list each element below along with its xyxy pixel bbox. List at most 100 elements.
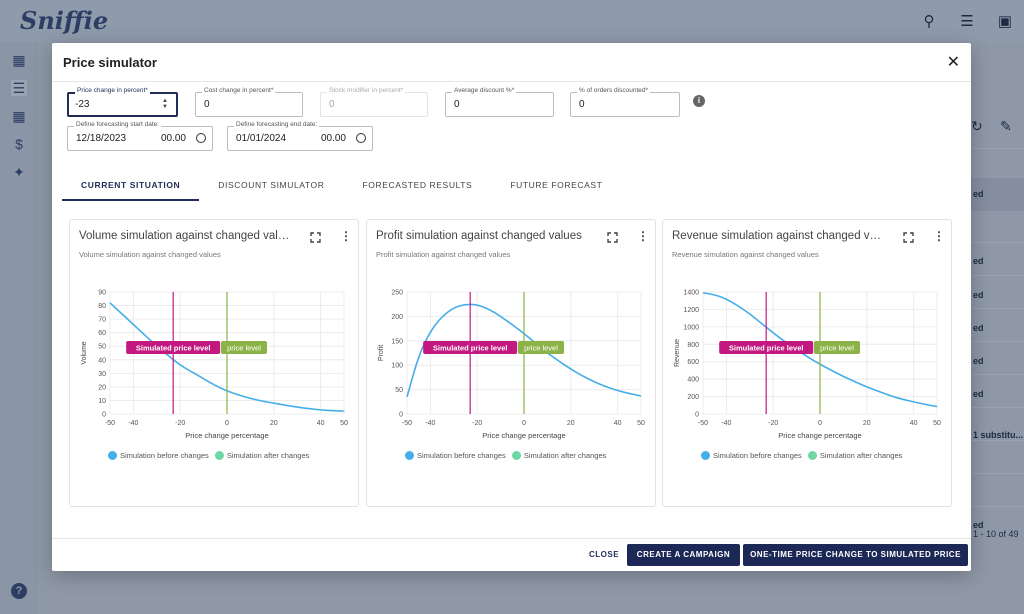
y-tick-label: 50 bbox=[98, 344, 106, 351]
table-row: ed bbox=[973, 356, 984, 366]
background-table: ed ed ed ed ed ed 1 substitu... ed bbox=[971, 42, 1024, 614]
dollar-icon[interactable]: $ bbox=[15, 136, 23, 152]
one-time-price-change-button[interactable]: ONE-TIME PRICE CHANGE TO SIMULATED PRICE bbox=[743, 544, 968, 566]
x-tick-label: -40 bbox=[425, 420, 435, 427]
tab-bar: CURRENT SITUATION DISCOUNT SIMULATOR FOR… bbox=[62, 173, 621, 201]
legend-item[interactable]: Simulation after changes bbox=[511, 451, 606, 460]
y-tick-label: 100 bbox=[391, 363, 403, 370]
legend-item[interactable]: Simulation after changes bbox=[214, 451, 309, 460]
field-value[interactable]: 0 bbox=[204, 99, 210, 110]
field-value[interactable]: 0 bbox=[454, 99, 460, 110]
close-button[interactable]: CLOSE bbox=[588, 550, 620, 559]
info-icon[interactable]: i bbox=[693, 95, 705, 107]
x-axis-label: Price change percentage bbox=[778, 431, 861, 440]
tab-future-forecast[interactable]: FUTURE FORECAST bbox=[510, 180, 603, 190]
table-row: ed bbox=[973, 323, 984, 333]
y-tick-label: 80 bbox=[98, 303, 106, 310]
y-tick-label: 1200 bbox=[683, 307, 699, 314]
list-icon[interactable]: ☰ bbox=[11, 80, 27, 96]
more-vertical-icon[interactable]: ⋮ bbox=[933, 229, 945, 243]
table-row: ed bbox=[973, 389, 984, 399]
fullscreen-icon[interactable] bbox=[310, 232, 321, 243]
more-vertical-icon[interactable]: ⋮ bbox=[340, 229, 352, 243]
table-row: 1 substitu... bbox=[973, 430, 1024, 440]
legend-dot-icon bbox=[701, 451, 710, 460]
price-simulator-dialog: Price simulator ✕ Price change in percen… bbox=[52, 43, 971, 571]
price-level-label: price level bbox=[227, 343, 261, 352]
help-icon[interactable]: ? bbox=[11, 583, 27, 599]
more-vertical-icon[interactable]: ⋮ bbox=[637, 229, 649, 243]
revenue-chart-card: Revenue simulation against changed value… bbox=[662, 219, 952, 507]
orders-discounted-input[interactable]: % of orders discounted* 0 bbox=[570, 87, 680, 117]
chart-title: Revenue simulation against changed value… bbox=[672, 230, 884, 242]
profit-chart-card: Profit simulation against changed values… bbox=[366, 219, 656, 507]
dashboard-icon[interactable]: ▦ bbox=[12, 52, 26, 68]
simulated-price-label-bg bbox=[126, 341, 221, 354]
y-tick-label: 800 bbox=[687, 342, 699, 349]
simulated-price-label: Simulated price level bbox=[729, 343, 804, 352]
y-tick-label: 150 bbox=[391, 338, 403, 345]
top-actions: ⚲ ☰ ▣ bbox=[920, 12, 1014, 30]
close-icon[interactable]: ✕ bbox=[946, 54, 960, 71]
table-row: ed bbox=[973, 256, 984, 266]
create-campaign-button[interactable]: CREATE A CAMPAIGN bbox=[627, 544, 740, 566]
time-value[interactable]: 00.00 bbox=[320, 133, 346, 144]
time-value[interactable]: 00.00 bbox=[160, 133, 186, 144]
y-tick-label: 1400 bbox=[683, 290, 699, 297]
x-tick-label: 20 bbox=[270, 420, 278, 427]
simulated-price-label-bg bbox=[719, 341, 814, 354]
price-change-input[interactable]: Price change in percent* -23 ▲ ▼ bbox=[67, 87, 178, 117]
start-date-input[interactable]: Define forecasting start date: 12/18/202… bbox=[67, 121, 213, 151]
legend-item[interactable]: Simulation before changes bbox=[108, 451, 209, 460]
legend-dot-icon bbox=[405, 451, 414, 460]
dialog-title: Price simulator bbox=[63, 55, 157, 70]
chat-icon[interactable]: ▣ bbox=[997, 13, 1013, 30]
search-icon[interactable]: ⚲ bbox=[923, 13, 935, 30]
average-discount-input[interactable]: Average discount %* 0 bbox=[445, 87, 554, 117]
table-row: ed bbox=[973, 290, 984, 300]
x-axis-label: Price change percentage bbox=[185, 431, 268, 440]
price-level-label: price level bbox=[820, 343, 854, 352]
legend-item[interactable]: Simulation before changes bbox=[701, 451, 802, 460]
revenue-chart: 0 200 400 600 800 1000 1200 1400 -50 -40 -20 0 20 40 5… bbox=[674, 290, 941, 441]
x-tick-label: 50 bbox=[340, 420, 348, 427]
spinner-icon[interactable]: ▲ ▼ bbox=[162, 98, 168, 110]
y-tick-label: 0 bbox=[102, 412, 106, 419]
fullscreen-icon[interactable] bbox=[607, 232, 618, 243]
field-value[interactable]: -23 bbox=[75, 99, 90, 110]
x-tick-label: 20 bbox=[863, 420, 871, 427]
field-value[interactable]: 12/18/2023 bbox=[76, 133, 127, 144]
end-date-input[interactable]: Define forecasting end date: 01/01/2024 … bbox=[227, 121, 373, 151]
app-logo: Sniffie bbox=[20, 6, 109, 35]
y-tick-label: 50 bbox=[395, 387, 403, 394]
legend-item[interactable]: Simulation before changes bbox=[405, 451, 506, 460]
y-tick-label: 0 bbox=[695, 412, 699, 419]
y-tick-label: 40 bbox=[98, 357, 106, 364]
x-tick-label: -50 bbox=[402, 420, 412, 427]
legend-item[interactable]: Simulation after changes bbox=[807, 451, 902, 460]
y-tick-label: 0 bbox=[399, 412, 403, 419]
x-tick-label: 20 bbox=[567, 420, 575, 427]
refresh-icon[interactable]: ↻ bbox=[971, 118, 983, 134]
filter-icon[interactable]: ☰ bbox=[960, 13, 974, 30]
magic-wand-icon[interactable]: ✦ bbox=[13, 164, 25, 180]
y-tick-label: 400 bbox=[687, 377, 699, 384]
y-tick-label: 70 bbox=[98, 317, 106, 324]
field-value[interactable]: 0 bbox=[579, 99, 585, 110]
sidebar: ▦ ☰ ▦ $ ✦ bbox=[0, 42, 38, 614]
table-icon[interactable]: ▦ bbox=[12, 108, 26, 124]
y-tick-label: 90 bbox=[98, 290, 106, 297]
fullscreen-icon[interactable] bbox=[903, 232, 914, 243]
tab-discount-simulator[interactable]: DISCOUNT SIMULATOR bbox=[218, 180, 325, 190]
tab-forecasted-results[interactable]: FORECASTED RESULTS bbox=[362, 180, 473, 190]
tab-current-situation[interactable]: CURRENT SITUATION bbox=[62, 173, 200, 201]
clock-icon[interactable] bbox=[356, 133, 366, 143]
clock-icon[interactable] bbox=[196, 133, 206, 143]
cost-change-input[interactable]: Cost change in percent* 0 bbox=[195, 87, 303, 117]
volume-chart: 0 10 20 30 40 50 60 70 80 90 -50 -40 -20 0 20 40 50 Price… bbox=[81, 290, 348, 441]
field-label: Define forecasting start date: bbox=[74, 121, 162, 128]
field-label: Average discount %* bbox=[452, 87, 517, 94]
edit-icon[interactable]: ✎ bbox=[1000, 118, 1012, 134]
x-tick-label: -40 bbox=[128, 420, 138, 427]
field-value[interactable]: 01/01/2024 bbox=[236, 133, 287, 144]
